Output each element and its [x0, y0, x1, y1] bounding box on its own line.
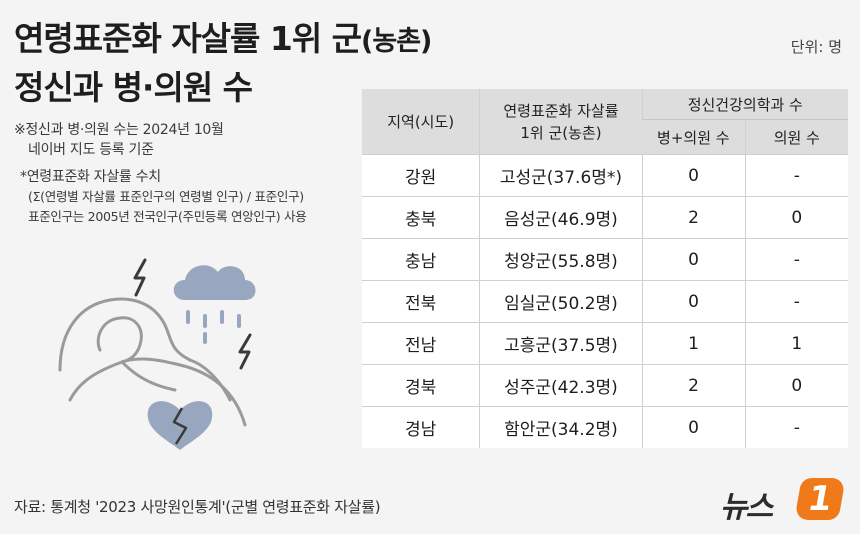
note-2: 네이버 지도 등록 기준	[28, 142, 154, 158]
broken-heart-icon	[147, 401, 213, 450]
cell-region: 경남	[362, 406, 480, 448]
cell-region: 강원	[362, 154, 480, 197]
header-hospital: 병+의원 수	[642, 119, 746, 155]
cell-clinic: -	[744, 154, 848, 197]
cell-hospital: 0	[641, 154, 746, 197]
cell-clinic: -	[744, 238, 848, 281]
title-paren: (농촌)	[361, 26, 432, 57]
cell-hospital: 0	[641, 238, 746, 281]
table-row: 경남 함안군(34.2명) 0 -	[362, 406, 848, 448]
table-row: 강원 고성군(37.6명*) 0 -	[362, 154, 848, 197]
cell-county: 고흥군(37.5명)	[479, 322, 643, 365]
notes: ※정신과 병·의원 수는 2024년 10월 네이버 지도 등록 기준 *연령표…	[14, 120, 354, 227]
cell-hospital: 2	[641, 196, 746, 239]
cell-region: 전남	[362, 322, 480, 365]
cell-county: 함안군(34.2명)	[479, 406, 643, 448]
cell-hospital: 0	[641, 406, 746, 448]
title-line-2: 정신과 병·의원 수	[14, 68, 253, 107]
note-4: (Σ(연령별 자살률 표준인구의 연령별 인구) / 표준인구)	[28, 189, 304, 204]
cloud-rain-icon	[173, 265, 256, 344]
cell-clinic: 1	[744, 322, 848, 365]
cell-region: 충북	[362, 196, 480, 239]
illustration	[58, 258, 256, 450]
header-county: 연령표준화 자살률 1위 군(농촌)	[479, 89, 643, 155]
header-clinic: 의원 수	[744, 119, 848, 155]
cell-clinic: 0	[744, 364, 848, 407]
person-illustration	[58, 297, 247, 427]
header-group: 정신건강의학과 수	[641, 89, 848, 120]
table-row: 충북 음성군(46.9명) 2 0	[362, 196, 848, 239]
cell-clinic: -	[744, 406, 848, 448]
table-row: 경북 성주군(42.3명) 2 0	[362, 364, 848, 407]
cell-region: 전북	[362, 280, 480, 323]
cell-region: 경북	[362, 364, 480, 407]
cell-county: 성주군(42.3명)	[479, 364, 643, 407]
source-footer: 자료: 통계청 '2023 사망원인통계'(군별 연령표준화 자살률)	[14, 498, 381, 516]
page-title: 연령표준화 자살률 1위 군(농촌) 정신과 병·의원 수	[14, 16, 432, 111]
cell-clinic: 0	[744, 196, 848, 239]
note-5: 표준인구는 2005년 전국인구(주민등록 연앙인구) 사용	[28, 209, 307, 224]
table-row: 전남 고흥군(37.5명) 1 1	[362, 322, 848, 365]
title-line-1: 연령표준화 자살률 1위 군(농촌)	[14, 16, 432, 65]
data-table: 지역(시도) 연령표준화 자살률 1위 군(농촌) 정신건강의학과 수 병+의원…	[362, 89, 848, 448]
logo-badge: 1	[794, 478, 846, 520]
cell-hospital: 1	[641, 322, 746, 365]
note-3: *연령표준화 자살률 수치	[20, 169, 161, 185]
cell-clinic: -	[744, 280, 848, 323]
cell-county: 고성군(37.6명*)	[479, 154, 643, 197]
cell-hospital: 0	[641, 280, 746, 323]
title-main: 연령표준화 자살률 1위 군	[14, 19, 362, 58]
cell-county: 임실군(50.2명)	[479, 280, 643, 323]
table-row: 충남 청양군(55.8명) 0 -	[362, 238, 848, 281]
cell-county: 음성군(46.9명)	[479, 196, 643, 239]
unit-label: 단위: 명	[790, 38, 842, 56]
logo-text: 뉴스	[720, 490, 773, 525]
lightning-icon	[238, 333, 252, 370]
cell-county: 청양군(55.8명)	[479, 238, 643, 281]
cell-region: 충남	[362, 238, 480, 281]
cell-hospital: 2	[641, 364, 746, 407]
header-region: 지역(시도)	[362, 89, 480, 155]
table-row: 전북 임실군(50.2명) 0 -	[362, 280, 848, 323]
lightning-icon	[133, 258, 147, 297]
news1-logo: 뉴스 1	[720, 476, 850, 526]
note-1: ※정신과 병·의원 수는 2024년 10월	[14, 122, 224, 138]
